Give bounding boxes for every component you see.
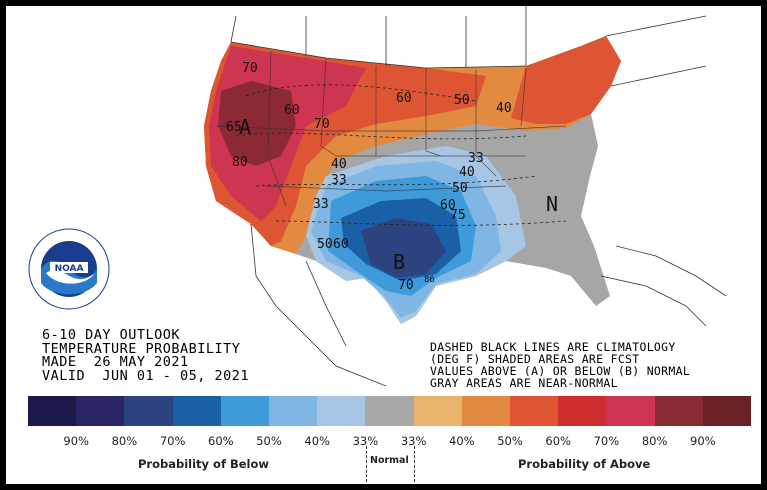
label-65: 65 [226, 120, 242, 135]
legend-swatch [269, 396, 318, 426]
label-70-center: 70 [314, 117, 330, 132]
legend-percent-label: 50% [256, 434, 282, 448]
label-60-north: 60 [284, 103, 300, 118]
label-33-central: 33 [331, 173, 347, 188]
title-line-1: 6-10 DAY OUTLOOK [42, 327, 181, 343]
label-40-central: 40 [331, 157, 347, 172]
valid-dates: VALID JUN 01 - 05, 2021 [42, 367, 250, 384]
label-below-marker: B [393, 250, 405, 274]
legend-swatch [510, 396, 559, 426]
us-temperature-map: 70 A 65 60 70 80 60 50 40 40 33 33 33 40… [204, 6, 727, 387]
legend-swatch [365, 396, 414, 426]
label-40-north: 40 [496, 101, 512, 116]
made-date: MADE 26 MAY 2021 [42, 354, 189, 370]
note-line-1: DASHED BLACK LINES ARE CLIMATOLOGY [430, 340, 676, 354]
note-line-2: (DEG F) SHADED AREAS ARE FCST [430, 352, 640, 366]
legend-percent-label: 33% [400, 434, 427, 448]
label-75: 75 [450, 208, 466, 223]
legend-swatch [558, 396, 607, 426]
label-70-south: 70 [398, 278, 414, 293]
legend-swatch [76, 396, 125, 426]
note-line-4: GRAY AREAS ARE NEAR-NORMAL [430, 376, 618, 390]
legend-percent-label: 90% [690, 434, 716, 448]
legend-percent-label: 80% [641, 434, 668, 448]
label-40-east: 40 [459, 165, 475, 180]
legend-swatch [461, 396, 511, 426]
legend-swatch [28, 396, 77, 426]
climatology-lines [235, 84, 567, 226]
legend-swatch [606, 396, 655, 426]
legend-divider-right [414, 446, 415, 482]
legend-swatch [317, 396, 366, 426]
title-line-2: TEMPERATURE PROBABILITY [42, 340, 241, 357]
legend-percent-label: 70% [159, 434, 186, 448]
legend-percent-label: 33% [352, 434, 379, 448]
noaa-logo-text: NOAA [55, 264, 84, 274]
legend-swatch [702, 396, 752, 426]
label-above-marker: A [239, 115, 251, 139]
legend-swatch [124, 396, 173, 426]
label-70-northwest: 70 [242, 61, 258, 76]
legend-divider-left [366, 446, 367, 482]
label-33-west: 33 [313, 197, 329, 212]
label-60-southwest: 60 [333, 237, 349, 252]
border-lines [230, 6, 727, 387]
above-region-northeast [511, 36, 621, 124]
legend-swatch [413, 396, 462, 426]
label-normal-marker: N [546, 192, 558, 216]
label-60-east: 60 [440, 198, 456, 213]
legend-percent-label: 40% [449, 434, 475, 448]
legend-percent-label: 60% [208, 434, 234, 448]
legend-percent-label: 60% [545, 434, 571, 448]
label-60-plains: 60 [396, 91, 412, 106]
legend-percent-label: 80% [111, 434, 138, 448]
noaa-logo: NOAA [28, 228, 110, 310]
legend-swatch [172, 396, 221, 426]
legend-color-bar [28, 396, 752, 426]
label-50-east: 50 [452, 181, 468, 196]
state-boundaries [215, 50, 567, 207]
map-legend-note: DASHED BLACK LINES ARE CLIMATOLOGY (DEG F… [430, 341, 690, 389]
legend-percent-label: 50% [497, 434, 523, 448]
below-region-70 [361, 218, 446, 278]
legend-swatch [220, 396, 270, 426]
label-86: 86 [424, 275, 435, 285]
label-80: 80 [232, 155, 248, 170]
probability-below-label: Probability of Below [138, 457, 269, 471]
outlook-title-block: 6-10 DAY OUTLOOK TEMPERATURE PROBABILITY M… [42, 327, 250, 384]
label-33-east: 33 [468, 151, 484, 166]
legend-percent-label: 70% [593, 434, 620, 448]
probability-above-label: Probability of Above [518, 457, 651, 471]
legend-percent-label: 90% [63, 434, 89, 448]
label-50-north: 50 [454, 93, 470, 108]
normal-label: Normal [370, 455, 409, 466]
legend-swatch [654, 396, 703, 426]
legend-percent-label: 40% [304, 434, 330, 448]
label-50-southwest: 50 [317, 237, 333, 252]
probability-legend: 90% 80% 70% 60% 50% 40% 33% 33% 40% 50% 60% 70% 80% 9… [6, 390, 761, 484]
above-region-80 [218, 81, 296, 166]
map-panel: 70 A 65 60 70 80 60 50 40 40 33 33 33 40… [6, 6, 761, 390]
note-line-3: VALUES ABOVE (A) OR BELOW (B) NORMAL [430, 364, 691, 378]
